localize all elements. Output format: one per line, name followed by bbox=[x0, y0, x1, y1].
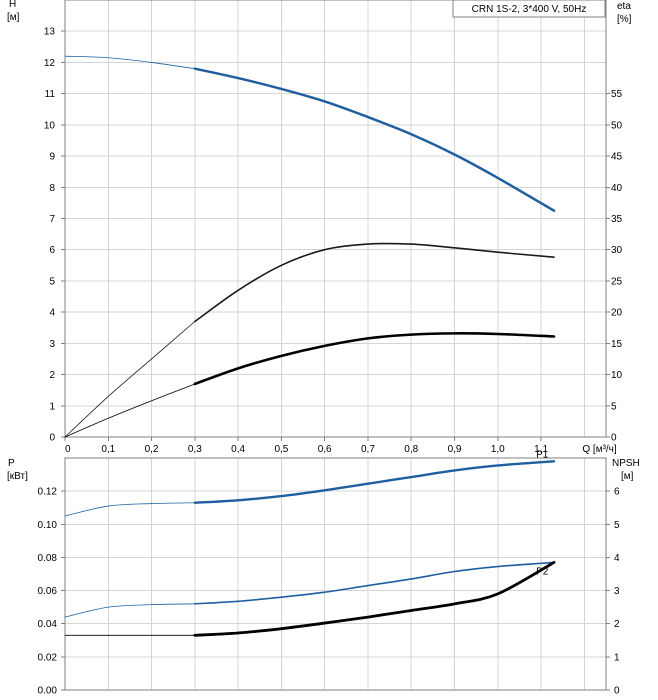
lower-left-tick-label: 0.00 bbox=[38, 686, 58, 697]
x-tick-label: 0,7 bbox=[361, 444, 375, 455]
upper-left-tick-label: 12 bbox=[44, 58, 56, 69]
upper-left-axis-label: H bbox=[9, 0, 16, 10]
p2-label: P2 bbox=[536, 566, 549, 577]
upper-left-tick-label: 1 bbox=[49, 401, 55, 412]
upper-right-tick-label: 55 bbox=[611, 89, 623, 100]
lower-left-tick-label: 0.02 bbox=[38, 652, 58, 663]
efficiency-curve-2-extrapolated bbox=[64, 383, 196, 438]
lower-right-tick-label: 4 bbox=[614, 553, 620, 564]
upper-left-tick-label: 7 bbox=[49, 214, 55, 225]
lower-plot-frame bbox=[64, 457, 607, 691]
upper-right-tick-label: 40 bbox=[611, 183, 623, 194]
upper-right-tick-label: 45 bbox=[611, 152, 623, 163]
upper-left-tick-label: 4 bbox=[49, 308, 55, 319]
lower-left-tick-label: 0.12 bbox=[38, 487, 58, 498]
npsh-curve bbox=[193, 561, 556, 637]
lower-right-tick-label: 3 bbox=[614, 586, 620, 597]
upper-left-tick-label: 9 bbox=[49, 152, 55, 163]
upper-left-tick-label: 5 bbox=[49, 276, 55, 287]
upper-left-tick-label: 8 bbox=[49, 183, 55, 194]
lower-right-tick-label: 5 bbox=[614, 520, 620, 531]
upper-right-tick-label: 50 bbox=[611, 120, 623, 131]
lower-left-tick-label: 0.04 bbox=[38, 619, 58, 630]
power-p2-curve-extrapolated bbox=[64, 603, 196, 618]
x-axis-label: Q [м³/ч] bbox=[582, 444, 617, 455]
upper-left-tick-label: 2 bbox=[49, 370, 55, 381]
x-tick-label: 0,3 bbox=[188, 444, 202, 455]
power-p2-curve bbox=[194, 561, 555, 605]
x-tick-label: 0,9 bbox=[448, 444, 462, 455]
efficiency-curve-2 bbox=[193, 332, 556, 386]
x-tick-label: 0,1 bbox=[101, 444, 115, 455]
lower-left-axis-unit: [кВт] bbox=[7, 471, 28, 482]
upper-right-tick-label: 25 bbox=[611, 276, 623, 287]
lower-left-tick-label: 0.08 bbox=[38, 553, 58, 564]
upper-right-tick-label: 35 bbox=[611, 214, 623, 225]
upper-left-axis-unit: [м] bbox=[7, 12, 20, 23]
x-tick-label: 1,1 bbox=[534, 444, 548, 455]
head-curve-extrapolated bbox=[64, 55, 196, 70]
lower-right-tick-label: 0 bbox=[614, 686, 620, 697]
upper-left-tick-label: 6 bbox=[49, 245, 55, 256]
lower-right-axis-unit: [м] bbox=[621, 471, 634, 482]
p1-label: P1 bbox=[536, 449, 549, 460]
upper-left-tick-label: 10 bbox=[44, 120, 56, 131]
head-curve bbox=[193, 67, 556, 212]
efficiency-curve-1-extrapolated bbox=[64, 321, 196, 438]
chart-title-box bbox=[452, 0, 606, 18]
lower-right-tick-label: 2 bbox=[614, 619, 620, 630]
x-tick-label: 0 bbox=[65, 444, 71, 455]
upper-right-tick-label: 10 bbox=[611, 370, 623, 381]
upper-left-tick-label: 13 bbox=[44, 27, 56, 38]
upper-right-axis-unit: [%] bbox=[617, 14, 632, 25]
lower-left-tick-label: 0.10 bbox=[38, 520, 58, 531]
x-tick-label: 0,6 bbox=[318, 444, 332, 455]
x-tick-label: 0,2 bbox=[145, 444, 159, 455]
upper-right-tick-label: 15 bbox=[611, 339, 623, 350]
lower-right-axis-label: NPSH bbox=[612, 458, 640, 469]
x-tick-label: 0,5 bbox=[274, 444, 288, 455]
x-tick-label: 0,8 bbox=[404, 444, 418, 455]
x-tick-label: 0,4 bbox=[231, 444, 245, 455]
lower-left-axis-label: P bbox=[8, 458, 15, 469]
upper-right-tick-label: 5 bbox=[611, 401, 617, 412]
power-p1-curve bbox=[193, 460, 556, 504]
upper-right-tick-label: 30 bbox=[611, 245, 623, 256]
chart-title: CRN 1S-2, 3*400 V, 50Hz bbox=[472, 4, 587, 15]
efficiency-curve-1 bbox=[194, 242, 555, 323]
upper-right-tick-label: 0 bbox=[611, 433, 617, 444]
upper-left-tick-label: 3 bbox=[49, 339, 55, 350]
upper-left-tick-label: 0 bbox=[49, 433, 55, 444]
lower-left-tick-label: 0.06 bbox=[38, 586, 58, 597]
power-p1-curve-extrapolated bbox=[64, 502, 196, 517]
upper-right-axis-label: eta bbox=[617, 1, 631, 12]
x-tick-label: 1,0 bbox=[491, 444, 505, 455]
upper-right-tick-label: 20 bbox=[611, 308, 623, 319]
lower-right-tick-label: 6 bbox=[614, 487, 620, 498]
lower-right-tick-label: 1 bbox=[614, 652, 620, 663]
upper-left-tick-label: 11 bbox=[45, 89, 56, 100]
